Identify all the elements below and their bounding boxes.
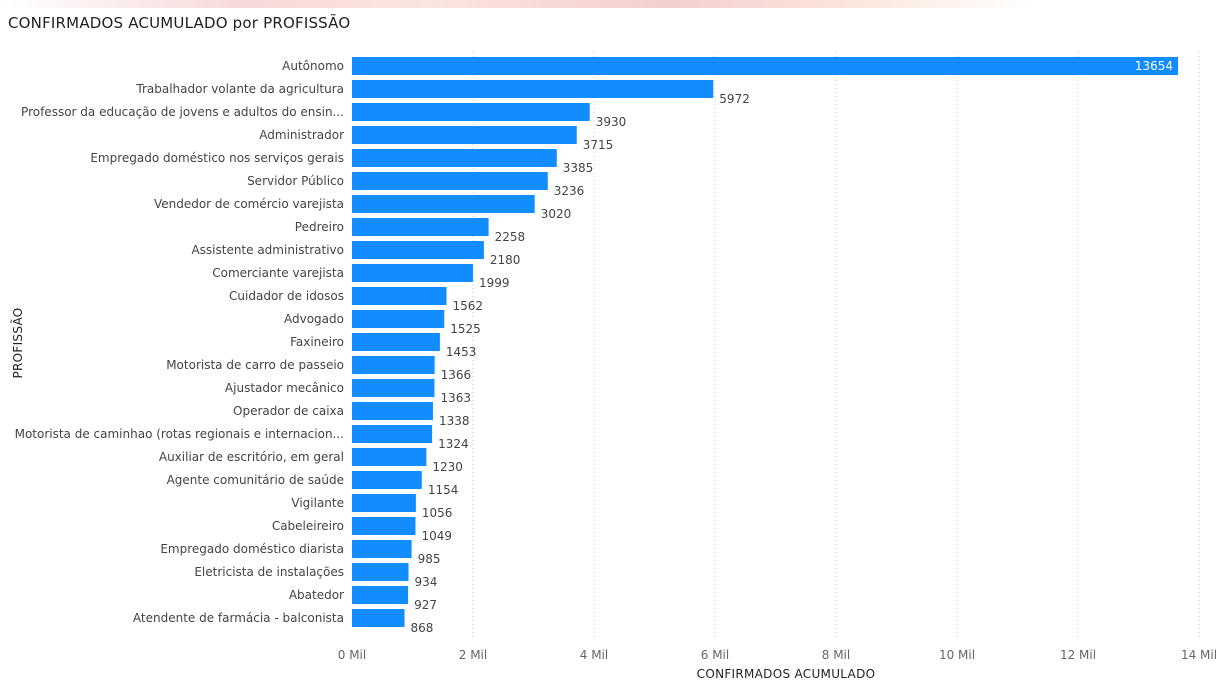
value-labels: 13654 5972 3930 3715 3385 3236 3020 2258 2180 199… bbox=[411, 59, 1174, 635]
category-label: Motorista de caminhao (rotas regionais e… bbox=[15, 427, 344, 441]
bar[interactable] bbox=[352, 471, 422, 489]
data-label: 1366 bbox=[441, 368, 472, 382]
category-label: Faxineiro bbox=[290, 335, 344, 349]
category-label: Ajustador mecânico bbox=[225, 381, 344, 395]
x-tick-label: 6 Mil bbox=[701, 648, 729, 662]
x-tick-label: 2 Mil bbox=[459, 648, 487, 662]
data-label: 934 bbox=[415, 575, 438, 589]
data-label: 5972 bbox=[719, 92, 750, 106]
bar[interactable] bbox=[352, 379, 435, 397]
category-label: Motorista de carro de passeio bbox=[166, 358, 344, 372]
data-label: 3236 bbox=[554, 184, 585, 198]
bar[interactable] bbox=[352, 517, 416, 535]
category-label: Vigilante bbox=[291, 496, 344, 510]
data-label: 2180 bbox=[490, 253, 521, 267]
data-label: 985 bbox=[418, 552, 441, 566]
bar[interactable] bbox=[352, 57, 1179, 75]
bar[interactable] bbox=[352, 264, 473, 282]
data-label: 1324 bbox=[438, 437, 469, 451]
header-decoration-strip bbox=[0, 0, 1219, 8]
category-label: Assistente administrativo bbox=[191, 243, 344, 257]
category-label: Professor da educação de jovens e adulto… bbox=[21, 105, 344, 119]
bar[interactable] bbox=[352, 609, 405, 627]
data-label: 1525 bbox=[450, 322, 481, 336]
data-label: 3715 bbox=[583, 138, 614, 152]
category-label: Eletricista de instalações bbox=[194, 565, 344, 579]
category-label: Agente comunitário de saúde bbox=[167, 473, 344, 487]
data-label: 1049 bbox=[421, 529, 452, 543]
bar[interactable] bbox=[352, 126, 577, 144]
data-label: 3385 bbox=[563, 161, 594, 175]
bar[interactable] bbox=[352, 356, 435, 374]
x-tick-label: 10 Mil bbox=[939, 648, 975, 662]
data-label: 1999 bbox=[479, 276, 510, 290]
data-label: 13654 bbox=[1135, 59, 1173, 73]
x-tick-label: 0 Mil bbox=[338, 648, 366, 662]
bar[interactable] bbox=[352, 195, 535, 213]
data-label: 1453 bbox=[446, 345, 477, 359]
category-label: Pedreiro bbox=[295, 220, 344, 234]
bar[interactable] bbox=[352, 172, 548, 190]
category-label: Servidor Público bbox=[247, 174, 344, 188]
bars-layer bbox=[352, 57, 1179, 627]
data-label: 3930 bbox=[596, 115, 627, 129]
data-label: 1338 bbox=[439, 414, 470, 428]
bar[interactable] bbox=[352, 448, 427, 466]
chart-title: CONFIRMADOS ACUMULADO por PROFISSÃO bbox=[8, 14, 351, 32]
bar[interactable] bbox=[352, 563, 409, 581]
bar[interactable] bbox=[352, 402, 433, 420]
category-label: Abatedor bbox=[289, 588, 344, 602]
bar[interactable] bbox=[352, 149, 557, 167]
bar[interactable] bbox=[352, 494, 416, 512]
bar[interactable] bbox=[352, 333, 440, 351]
data-label: 1056 bbox=[422, 506, 453, 520]
category-label: Atendente de farmácia - balconista bbox=[133, 611, 344, 625]
bar[interactable] bbox=[352, 241, 484, 259]
category-label: Cabeleireiro bbox=[272, 519, 344, 533]
category-label: Trabalhador volante da agricultura bbox=[135, 82, 344, 96]
x-tick-label: 4 Mil bbox=[580, 648, 608, 662]
bar[interactable] bbox=[352, 103, 590, 121]
category-label: Operador de caixa bbox=[233, 404, 344, 418]
data-label: 1154 bbox=[428, 483, 459, 497]
x-tick-label: 14 Mil bbox=[1181, 648, 1217, 662]
category-label: Auxiliar de escritório, em geral bbox=[159, 450, 344, 464]
data-label: 2258 bbox=[495, 230, 526, 244]
category-label: Autônomo bbox=[282, 59, 344, 73]
bar[interactable] bbox=[352, 310, 445, 328]
data-label: 868 bbox=[411, 621, 434, 635]
category-label: Vendedor de comércio varejista bbox=[154, 197, 344, 211]
category-label: Empregado doméstico nos serviços gerais bbox=[90, 151, 344, 165]
x-axis-ticks: 0 Mil 2 Mil 4 Mil 6 Mil 8 Mil 10 Mil 12 Mil 14 … bbox=[338, 648, 1217, 662]
bar[interactable] bbox=[352, 586, 409, 604]
bar[interactable] bbox=[352, 80, 714, 98]
category-label: Administrador bbox=[259, 128, 344, 142]
data-label: 1562 bbox=[453, 299, 484, 313]
category-label: Advogado bbox=[284, 312, 344, 326]
y-axis-title: PROFISSÃO bbox=[10, 307, 25, 378]
bar[interactable] bbox=[352, 287, 447, 305]
category-label: Empregado doméstico diarista bbox=[160, 542, 344, 556]
bar[interactable] bbox=[352, 218, 489, 236]
category-labels: Autônomo Trabalhador volante da agricultu… bbox=[15, 59, 344, 625]
data-label: 1230 bbox=[432, 460, 463, 474]
bar[interactable] bbox=[352, 425, 433, 443]
data-label: 927 bbox=[414, 598, 437, 612]
x-tick-label: 8 Mil bbox=[822, 648, 850, 662]
data-label: 1363 bbox=[440, 391, 471, 405]
data-label: 3020 bbox=[541, 207, 572, 221]
x-tick-label: 12 Mil bbox=[1060, 648, 1096, 662]
category-label: Comerciante varejista bbox=[212, 266, 344, 280]
category-label: Cuidador de idosos bbox=[229, 289, 344, 303]
x-axis-title: CONFIRMADOS ACUMULADO bbox=[697, 667, 876, 681]
bar[interactable] bbox=[352, 540, 412, 558]
